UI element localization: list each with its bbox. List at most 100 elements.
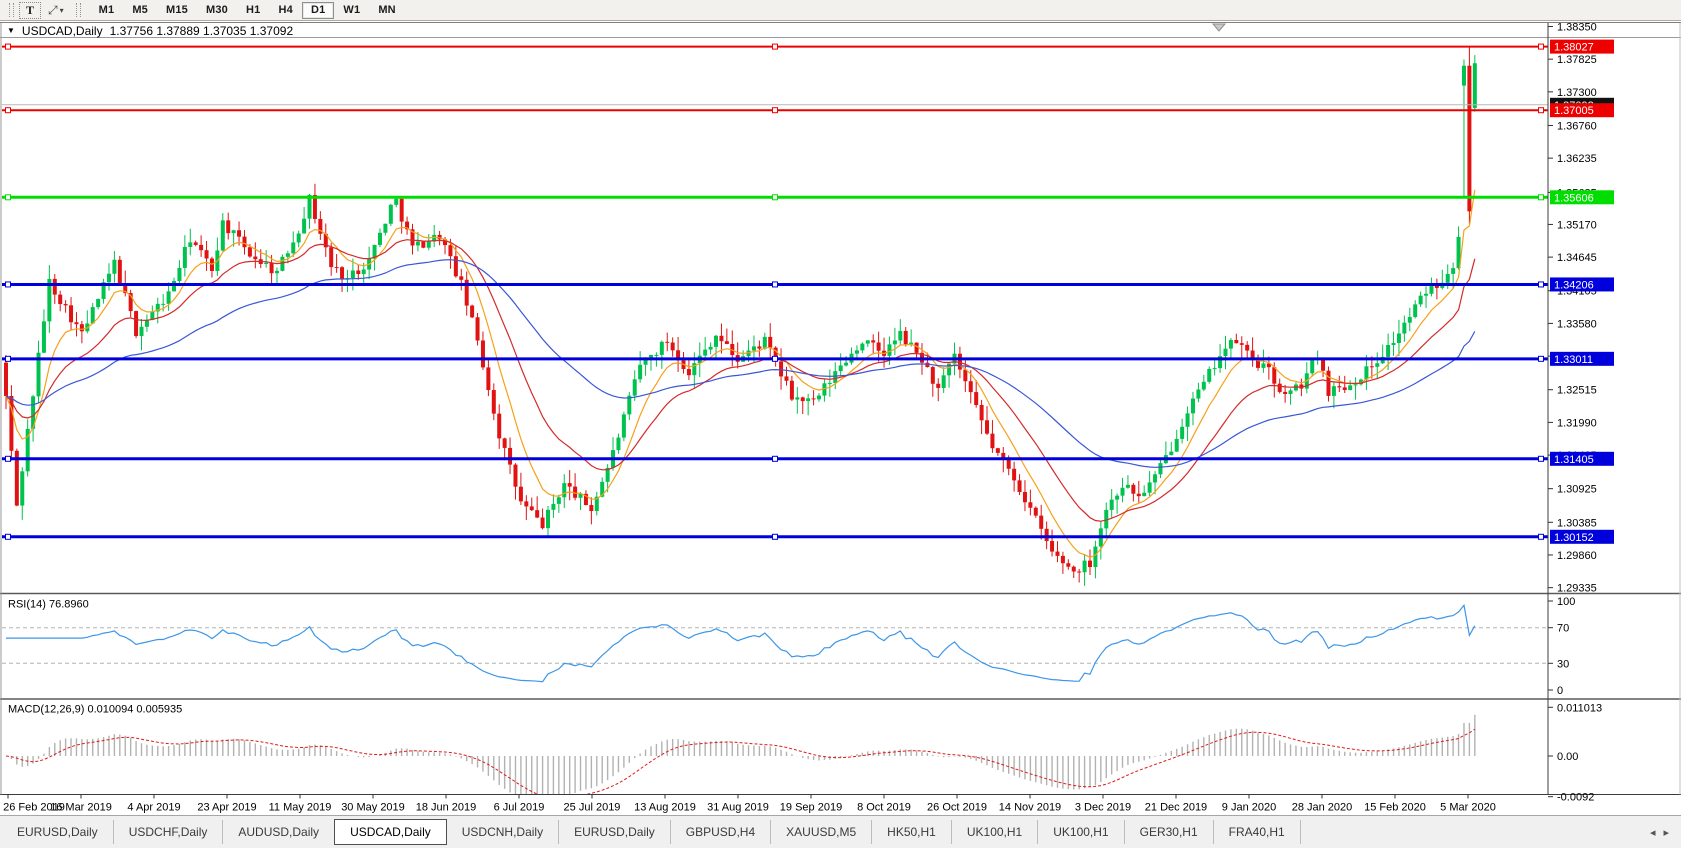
timeframe-button-d1[interactable]: D1 (301, 1, 335, 19)
line-handle-icon[interactable] (1538, 43, 1544, 50)
rsi-tick-label: 30 (1557, 658, 1569, 670)
line-handle-icon[interactable] (772, 281, 778, 288)
line-handle-icon[interactable] (1538, 455, 1544, 462)
date-tick-label: 28 Jan 2020 (1292, 802, 1353, 814)
toolbar-grip-2[interactable] (75, 3, 81, 17)
chart-shift-marker-icon[interactable] (1211, 23, 1227, 32)
line-price-tag: 1.34206 (1550, 277, 1614, 292)
timeframe-button-mn[interactable]: MN (369, 2, 405, 19)
chart-tab-usdcad-daily[interactable]: USDCAD,Daily (334, 819, 447, 845)
timeframe-button-h1[interactable]: H1 (237, 2, 269, 19)
chart-tab-fra40-h1[interactable]: FRA40,H1 (1214, 820, 1301, 844)
macd-panel-label: MACD(12,26,9) 0.010094 0.005935 (8, 704, 182, 716)
date-tick-label: 18 Jun 2019 (416, 802, 477, 814)
tabs-scroll-right-icon[interactable]: ▸ (1663, 826, 1669, 839)
line-handle-icon[interactable] (772, 533, 778, 540)
support-line-1.30152[interactable] (2, 533, 1548, 540)
timeframe-button-m15[interactable]: M15 (157, 2, 197, 19)
chart-tab-usdcnh-daily[interactable]: USDCNH,Daily (447, 820, 560, 844)
chart-canvas[interactable]: RSI(14) 76.8960 MACD(12,26,9) 0.010094 0.… (0, 21, 1681, 815)
line-handle-icon[interactable] (772, 355, 778, 362)
text-tool-button[interactable]: T (19, 1, 41, 19)
timeframe-button-m1[interactable]: M1 (90, 2, 124, 19)
price-tick-label: 1.35170 (1557, 219, 1597, 231)
date-tick-label: 4 Apr 2019 (127, 802, 180, 814)
resistance-line-1.38027[interactable] (2, 43, 1548, 50)
chart-tab-uk100-h1[interactable]: UK100,H1 (1038, 820, 1125, 844)
chart-tab-usdchf-daily[interactable]: USDCHF,Daily (114, 820, 224, 844)
timeframe-button-m30[interactable]: M30 (197, 2, 237, 19)
chart-tab-eurusd-daily[interactable]: EURUSD,Daily (2, 820, 114, 844)
line-handle-icon[interactable] (5, 281, 11, 288)
price-tick-label: 1.30925 (1557, 484, 1597, 496)
date-tick-label: 19 Sep 2019 (780, 802, 842, 814)
timeframe-button-m5[interactable]: M5 (123, 2, 157, 19)
collapse-triangle-icon[interactable]: ▼ (7, 26, 15, 35)
arrange-charts-button[interactable]: ⤢ ▾ (41, 2, 71, 19)
support-line-1.31405[interactable] (2, 455, 1548, 462)
line-handle-icon[interactable] (1538, 281, 1544, 288)
dropdown-caret-icon: ▾ (59, 5, 64, 15)
line-handle-icon[interactable] (1538, 194, 1544, 201)
line-handle-icon[interactable] (5, 455, 11, 462)
chart-title: ▼ USDCAD,Daily 1.37756 1.37889 1.37035 1… (7, 24, 293, 38)
rsi-line (6, 603, 1476, 683)
timeframe-button-h4[interactable]: H4 (269, 2, 301, 19)
svg-text:1.38027: 1.38027 (1554, 42, 1594, 54)
chart-tab-ger30-h1[interactable]: GER30,H1 (1125, 820, 1214, 844)
svg-text:1.37005: 1.37005 (1554, 105, 1594, 117)
support-line-1.33011[interactable] (2, 355, 1548, 362)
macd-tick-label: 0.011013 (1557, 702, 1602, 714)
price-tick-label: 1.30385 (1557, 517, 1597, 529)
date-tick-label: 26 Feb 2019 (3, 802, 65, 814)
ma-medium-line (5, 239, 1476, 522)
line-handle-icon[interactable] (1538, 107, 1544, 114)
tabs-scroll-left-icon[interactable]: ◂ (1649, 826, 1656, 839)
date-tick-label: 14 Nov 2019 (999, 802, 1061, 814)
date-tick-label: 13 Aug 2019 (634, 802, 696, 814)
chart-tab-uk100-h1[interactable]: UK100,H1 (952, 820, 1039, 844)
macd-tick-label: 0.00 (1557, 751, 1578, 763)
timeframe-button-w1[interactable]: W1 (334, 2, 369, 19)
line-price-tag: 1.38027 (1550, 39, 1614, 54)
line-handle-icon[interactable] (772, 194, 778, 201)
line-price-tag: 1.33011 (1550, 351, 1614, 366)
svg-text:1.35606: 1.35606 (1554, 192, 1594, 204)
svg-text:1.30152: 1.30152 (1554, 532, 1594, 544)
toolbar-grip[interactable] (9, 3, 14, 17)
chart-tab-gbpusd-h4[interactable]: GBPUSD,H4 (671, 820, 772, 844)
resistance-line-1.35606[interactable] (2, 194, 1548, 201)
chart-tab-eurusd-daily[interactable]: EURUSD,Daily (559, 820, 671, 844)
chart-tab-audusd-daily[interactable]: AUDUSD,Daily (238, 825, 320, 839)
line-handle-icon[interactable] (5, 355, 11, 362)
price-tick-label: 1.33580 (1557, 318, 1597, 330)
line-handle-icon[interactable] (1538, 355, 1544, 362)
chart-tabs-bar: EURUSD,Daily USDCHF,Daily AUDUSD,Daily USDC… (0, 815, 1681, 848)
chart-tab-hk50-h1[interactable]: HK50,H1 (872, 820, 952, 844)
date-tick-label: 5 Mar 2020 (1440, 802, 1496, 814)
line-handle-icon[interactable] (5, 194, 11, 201)
line-handle-icon[interactable] (5, 43, 11, 50)
price-tick-label: 1.38350 (1557, 21, 1597, 33)
line-handle-icon[interactable] (772, 107, 778, 114)
line-handle-icon[interactable] (5, 533, 11, 540)
support-line-1.34206[interactable] (2, 281, 1548, 288)
rsi-panel-label: RSI(14) 76.8960 (8, 599, 89, 611)
toolbar: T ⤢ ▾ M1 M5 M15 M30 H1 H4 D1 W1 MN (0, 0, 1681, 21)
price-axis[interactable]: 1.38350 1.37825 1.37300 1.36760 1.36235 1.356… (1548, 21, 1614, 804)
line-handle-icon[interactable] (772, 43, 778, 50)
date-tick-label: 30 May 2019 (341, 802, 405, 814)
line-handle-icon[interactable] (1538, 533, 1544, 540)
line-handle-icon[interactable] (772, 455, 778, 462)
chart-plot-area[interactable] (0, 23, 1548, 795)
line-handle-icon[interactable] (5, 107, 11, 114)
line-price-tag: 1.35606 (1550, 190, 1614, 205)
resistance-line-1.37005[interactable] (2, 107, 1548, 114)
chart-tab-xauusd-m5[interactable]: XAUUSD,M5 (771, 820, 873, 844)
timeframe-buttons: M1 M5 M15 M30 H1 H4 D1 W1 MN (90, 1, 405, 19)
date-tick-label: 15 Feb 2020 (1364, 802, 1426, 814)
date-tick-label: 21 Dec 2019 (1145, 802, 1207, 814)
date-tick-label: 16 Mar 2019 (50, 802, 112, 814)
